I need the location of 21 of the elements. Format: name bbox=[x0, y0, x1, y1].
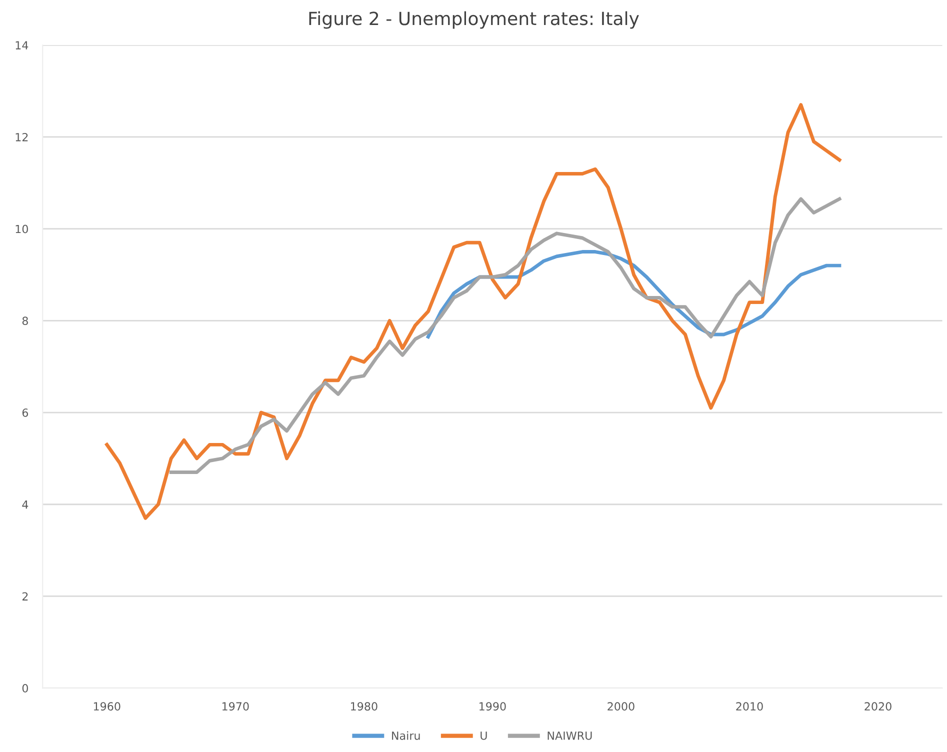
y-tick-label: 2 bbox=[22, 592, 28, 600]
x-tick-label: 1960 bbox=[94, 702, 120, 711]
x-tick-label: 2010 bbox=[736, 702, 763, 711]
y-tick-label: 10 bbox=[16, 224, 28, 234]
y-tick-label: 12 bbox=[16, 132, 28, 142]
legend-label: Nairu bbox=[392, 731, 420, 740]
y-tick-label: 4 bbox=[22, 500, 28, 509]
y-tick-label: 0 bbox=[22, 684, 28, 692]
legend-label: NAIWRU bbox=[548, 732, 592, 740]
line-series bbox=[169, 197, 842, 474]
y-tick-label: 14 bbox=[16, 41, 28, 50]
x-tick-label: 1980 bbox=[351, 702, 378, 711]
y-tick-label: 6 bbox=[22, 408, 28, 417]
x-tick-label: 2020 bbox=[864, 702, 892, 711]
y-tick-label: 8 bbox=[22, 316, 28, 326]
x-tick-label: 2000 bbox=[608, 702, 634, 711]
x-tick-label: 1970 bbox=[222, 702, 249, 711]
chart-title: Figure 2 - Unemployment rates: Italy bbox=[309, 11, 639, 29]
x-tick-label: 1990 bbox=[480, 702, 506, 711]
legend-label: U bbox=[480, 732, 487, 740]
line-series bbox=[105, 103, 842, 520]
